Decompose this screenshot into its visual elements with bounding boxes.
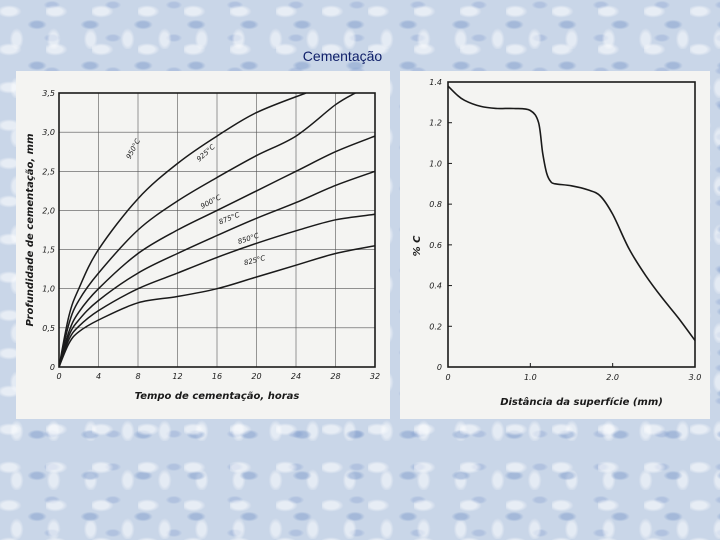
chart-1-svg: 0 4 8 12 16 20 24 28 32 0 0,5 1,0 1,5 2,0 2,5 3,0 3,5 Tem… (25, 89, 380, 402)
y-tick-label: 1.4 (429, 78, 442, 87)
series-line-925 (59, 93, 356, 367)
y-tick-label: 0.4 (429, 282, 442, 291)
y-tick-label: 1.0 (429, 159, 442, 168)
chart-2-svg: 0 1.0 2.0 3.0 0 0.2 0.4 0.6 0.8 1.0 1.2 1.4 Distânci… (412, 78, 702, 408)
series-label: 925°C (195, 143, 217, 164)
y-tick-label: 1.2 (429, 119, 442, 128)
series-line-875 (59, 170, 375, 367)
page-title: Cementação (302, 48, 383, 64)
x-tick-label: 0 (56, 372, 61, 381)
series-line-950 (59, 93, 307, 367)
x-tick-label: 2.0 (606, 373, 619, 382)
x-tick-label: 32 (370, 372, 380, 381)
plot-frame (447, 81, 696, 368)
carbon-profile-chart: 0 1.0 2.0 3.0 0 0.2 0.4 0.6 0.8 1.0 1.2 1.4 Distânci… (400, 71, 710, 419)
series-label: 875°C (218, 211, 241, 227)
y-tick-label: 2,0 (42, 206, 55, 215)
y-tick-label: 2,5 (42, 167, 55, 176)
y-tick-label: 3,5 (42, 89, 55, 98)
series-label: 950°C (125, 137, 142, 160)
plot-frame (58, 92, 376, 368)
x-axis-title: Distância da superfície (mm) (500, 396, 663, 408)
x-tick-label: 8 (135, 372, 140, 381)
x-tick-label: 1.0 (524, 373, 537, 382)
y-tick-label: 0 (437, 363, 442, 372)
x-tick-label: 12 (172, 372, 182, 381)
y-tick-label: 1,0 (42, 285, 55, 294)
x-tick-label: 20 (251, 372, 261, 381)
x-tick-label: 0 (445, 373, 450, 382)
x-tick-label: 3.0 (689, 373, 702, 382)
y-tick-label: 0.8 (429, 200, 442, 209)
x-tick-label: 24 (291, 372, 301, 381)
series-label: 825°C (243, 254, 266, 267)
series-line-900 (59, 135, 375, 367)
y-axis-title: Profundidade de cementação, mm (25, 134, 36, 327)
x-tick-label: 4 (96, 372, 101, 381)
x-tick-label: 16 (212, 372, 222, 381)
series-label: 900°C (199, 193, 222, 210)
series-line-825 (59, 244, 375, 367)
y-tick-label: 3,0 (42, 128, 55, 137)
y-tick-label: 1,5 (42, 246, 55, 255)
series-line-850 (59, 213, 375, 367)
y-tick-label: 0,5 (42, 324, 55, 333)
carburizing-depth-chart: 0 4 8 12 16 20 24 28 32 0 0,5 1,0 1,5 2,0 2,5 3,0 3,5 Tem… (16, 71, 390, 419)
y-tick-label: 0 (50, 363, 55, 372)
x-tick-label: 28 (330, 372, 340, 381)
carbon-profile-line (447, 85, 696, 341)
x-axis-title: Tempo de cementação, horas (135, 391, 300, 402)
y-tick-label: 0.2 (429, 322, 442, 331)
y-tick-label: 0.6 (429, 241, 442, 250)
y-axis-title: % C (412, 235, 423, 257)
